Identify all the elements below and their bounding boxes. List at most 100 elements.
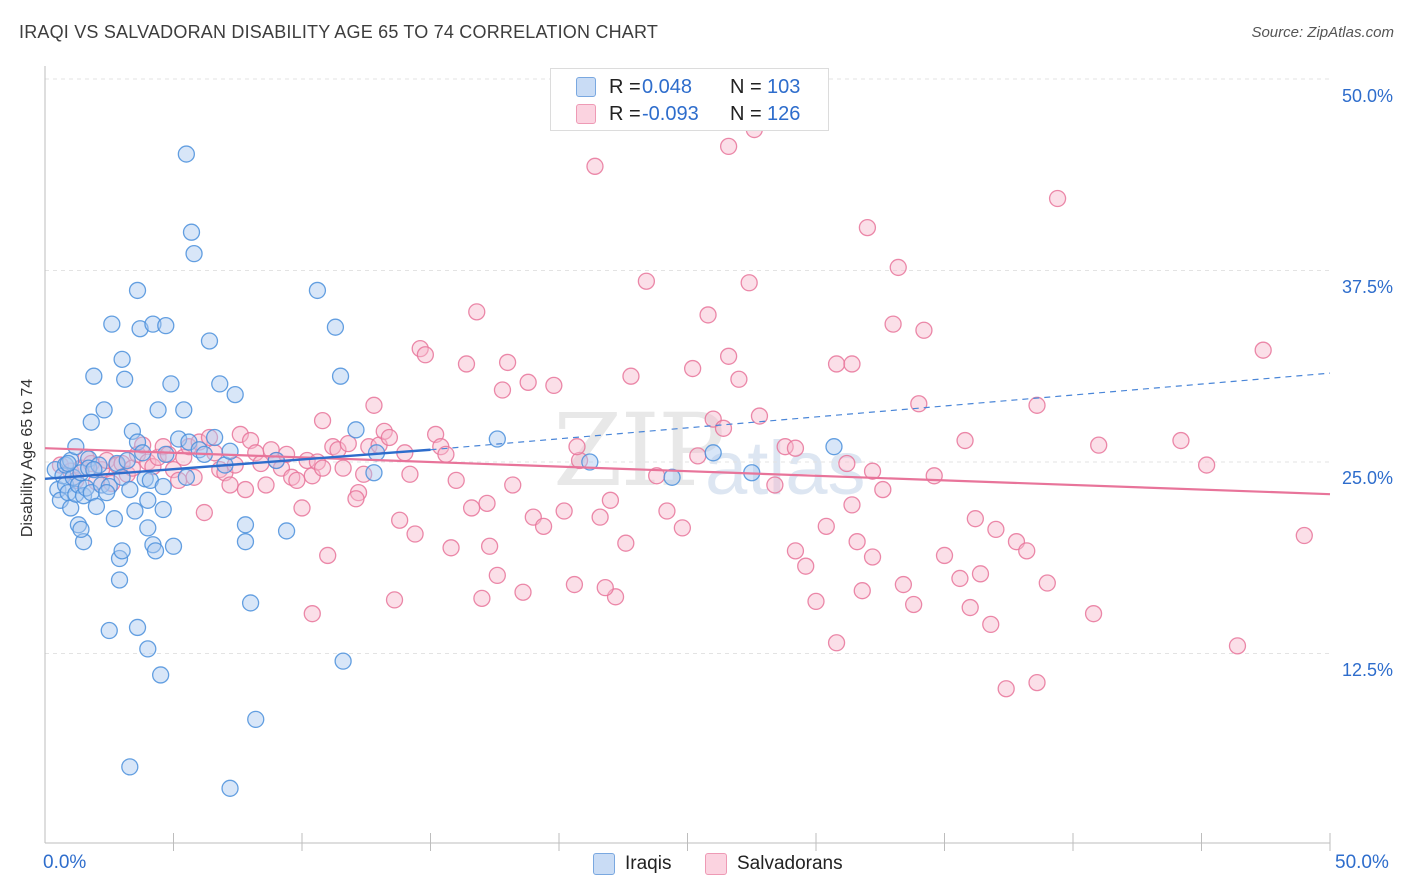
salvadoran-point [416,346,435,364]
salvadoran-point [195,503,213,522]
salvadoran-point [1197,456,1216,474]
salvadoran-point [447,471,465,490]
salvadoran-point [113,454,131,473]
salvadoran-point [1084,605,1103,623]
iraqi-point [116,370,134,388]
salvadoran-point [262,441,280,459]
salvadoran-point [591,508,609,526]
salvadoran-point [1090,436,1108,454]
bottom-legend-swatch-iraqis [593,853,615,875]
salvadoran-point [884,315,902,333]
salvadoran-point [719,137,738,156]
iraqi-point [157,317,175,335]
iraqi-point [123,422,142,441]
iraqi-point [144,315,162,333]
iraqi-point [151,666,170,684]
salvadoran-point [313,459,332,477]
iraqi-point [131,320,149,338]
iraqi-point [128,618,147,637]
bottom-legend-label-salvadorans: Salvadorans [737,853,843,874]
salvadoran-point [827,355,846,373]
iraqi-point [236,516,255,534]
salvadoran-point [1018,542,1036,560]
x-tick-max: 50.0% [1335,852,1389,873]
iraqi-point [139,519,157,537]
iraqi-point [365,464,383,482]
legend-n-value: 103 [767,76,801,98]
iraqi-point [175,401,193,419]
iraqi-point [488,430,506,448]
salvadoran-point [1028,673,1046,692]
salvadoran-point [843,355,861,373]
source-label: Source: ZipAtlas.com [1251,24,1394,41]
salvadoran-point [910,395,928,413]
iraqi-point [164,537,183,555]
legend-swatch-salvadorans [576,104,596,124]
iraqi-point [110,571,129,589]
legend-n-label: N = [730,76,762,98]
iraqi-point [154,477,172,496]
iraqi-point [236,533,255,551]
salvadoran-point [601,491,620,509]
iraqi-point [80,450,98,468]
salvadoran-point [817,517,835,535]
bottom-legend-swatch-salvadorans [705,853,727,875]
salvadoran-point [565,575,584,594]
salvadoran-point [462,499,481,517]
iraqi-point [128,433,147,451]
salvadoran-point [293,499,311,517]
iraqi-point [128,281,147,300]
iraqi-point [334,652,352,670]
iraqi-point [205,428,224,447]
salvadoran-point [473,589,491,607]
salvadoran-point [853,582,871,600]
y-tick-25: 25.0% [1341,468,1393,488]
iraqi-point [162,375,180,393]
salvadoran-point [966,510,984,528]
legend-row-salvadorans: R = -0.093 N = 126 [551,101,828,127]
salvadoran-point [750,407,769,425]
iraqi-point [72,520,90,539]
iraqi-point [113,350,131,369]
iraqi-point [663,468,681,486]
iraqi-point [247,710,265,729]
salvadoran-point [951,569,969,588]
iraqi-point [182,223,201,241]
salvadoran-point [498,353,517,372]
iraqi-point [221,779,239,797]
iraqi-point [90,456,108,474]
iraqi-point [146,542,165,560]
salvadoran-point [519,373,537,391]
iraqi-point [126,502,144,520]
y-tick-37-5: 37.5% [1341,277,1393,297]
salvadoran-point [406,525,424,543]
legend-r-label: R = [609,76,641,98]
iraqi-point [82,413,100,431]
salvadoran-point [915,321,933,339]
iraqi-point [704,444,722,462]
iraqi-point [87,497,106,516]
salvadoran-point [658,502,676,520]
salvadoran-point [534,517,553,535]
salvadoran-point [339,434,357,453]
salvadoran-point [843,496,861,514]
iraqi-point [121,480,139,499]
salvadoran-point [545,376,563,395]
salvadoran-point [956,431,974,450]
iraqi-point [113,542,131,560]
salvadoran-point [303,605,321,623]
salvadoran-point [1172,431,1190,450]
iraqi-trend-line [44,448,431,481]
salvadoran-point [514,583,532,601]
salvadoran-trend-line [44,447,1331,496]
iraqi-point [105,510,124,528]
salvadoran-point [231,425,249,444]
iraqi-point [139,491,157,509]
salvadoran-point [1048,189,1067,208]
salvadoran-point [982,615,1000,634]
iraqi-point [157,445,175,463]
salvadoran-point [961,598,979,617]
salvadoran-point [807,592,825,611]
iraqi-point [177,468,196,486]
